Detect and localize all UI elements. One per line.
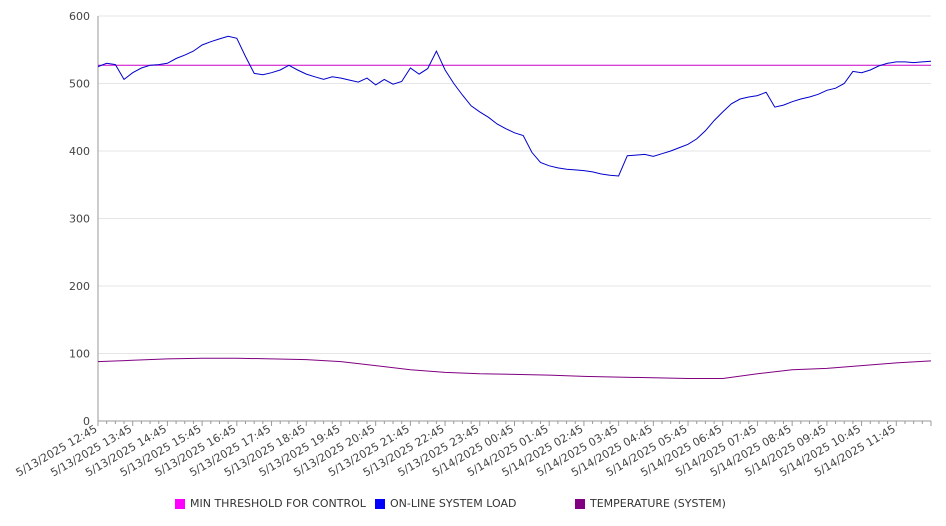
legend-item-threshold: MIN THRESHOLD FOR CONTROL <box>175 497 366 510</box>
series-line-system-load <box>97 35 932 177</box>
legend-swatch-temperature <box>575 498 585 509</box>
legend-label-system-load: ON-LINE SYSTEM LOAD <box>390 497 517 510</box>
y-axis: 0 100 200 300 400 500 600 <box>69 10 99 428</box>
y-tick-label: 300 <box>69 213 90 226</box>
y-tick-label: 500 <box>69 78 90 91</box>
legend-item-system-load: ON-LINE SYSTEM LOAD <box>375 497 516 510</box>
legend-swatch-system-load <box>375 498 385 509</box>
x-axis: 5/13/2025 12:455/13/2025 13:455/13/2025 … <box>14 421 932 479</box>
y-tick-label: 400 <box>69 145 90 158</box>
legend-swatch-threshold <box>175 498 185 509</box>
legend-label-threshold: MIN THRESHOLD FOR CONTROL <box>190 497 366 510</box>
y-tick-label: 100 <box>69 348 90 361</box>
legend: MIN THRESHOLD FOR CONTROL ON-LINE SYSTEM… <box>0 497 946 515</box>
series-line-temperature <box>97 357 932 379</box>
y-tick-label: 600 <box>69 10 90 23</box>
legend-item-temperature: TEMPERATURE (SYSTEM) <box>575 497 726 510</box>
y-tick-label: 0 <box>83 415 90 428</box>
y-tick-label: 200 <box>69 280 90 293</box>
grid <box>98 15 931 422</box>
legend-label-temperature: TEMPERATURE (SYSTEM) <box>590 497 726 510</box>
series-group <box>97 35 932 379</box>
